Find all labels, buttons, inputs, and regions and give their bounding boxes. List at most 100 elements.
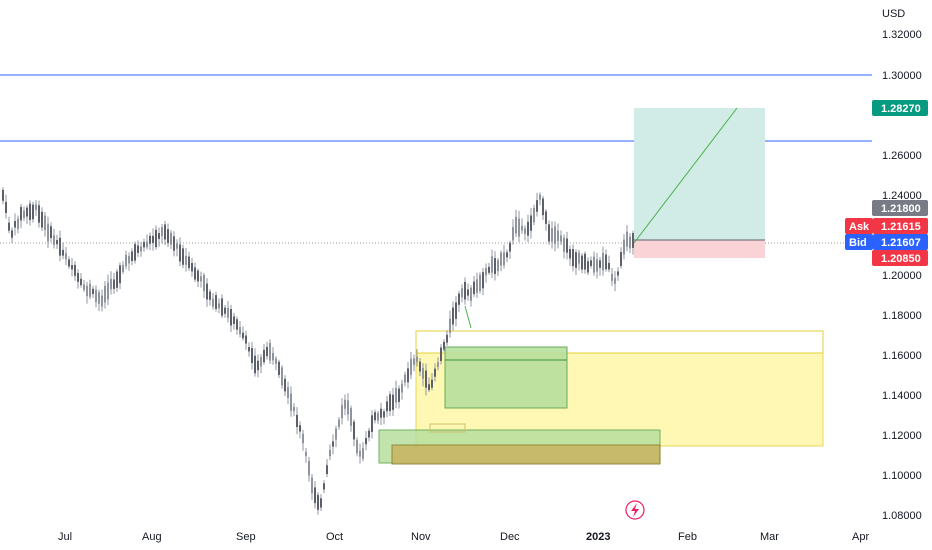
y-tick-1.32: 1.32000 <box>882 29 922 41</box>
candle-body <box>338 419 340 427</box>
candle-body <box>404 374 406 383</box>
candle-body <box>617 271 619 276</box>
candle-body <box>542 198 544 216</box>
candle-body <box>551 228 553 242</box>
small-box-outline <box>429 423 466 433</box>
candle-body <box>443 341 445 350</box>
candle-body <box>47 223 49 242</box>
price-axis[interactable]: USD 1.32000 1.30000 1.26000 1.24000 1.20… <box>845 8 928 522</box>
candle-body <box>158 233 160 239</box>
trade-path-line <box>633 107 738 244</box>
candle-body <box>518 218 520 237</box>
small-trend-line[interactable] <box>464 305 472 329</box>
long-position-tool[interactable] <box>633 107 765 258</box>
candle-body <box>71 265 73 270</box>
candle-body <box>86 285 88 297</box>
candle-body <box>413 358 415 365</box>
candle-body <box>35 204 37 210</box>
candle-body <box>125 254 127 267</box>
y-tick-1.08: 1.08000 <box>882 510 922 522</box>
y-tick-1.24: 1.24000 <box>882 190 922 202</box>
x-tick-oct: Oct <box>326 531 343 543</box>
candle-body <box>143 241 145 248</box>
candle-body <box>182 248 184 265</box>
candle-body <box>509 242 511 252</box>
candle-body <box>320 498 322 508</box>
candle-body <box>254 355 256 374</box>
candle-body <box>524 228 526 234</box>
candle-body <box>203 274 205 292</box>
candle-body <box>599 260 601 268</box>
candle-body <box>356 439 358 454</box>
candle-body <box>164 224 166 240</box>
candle-body <box>170 232 172 245</box>
candle-body <box>134 244 136 261</box>
candle-body <box>416 356 418 363</box>
candle-body <box>368 430 370 438</box>
candle-body <box>26 207 28 217</box>
target-price-value: 1.28270 <box>881 103 921 115</box>
candle-body <box>218 303 220 309</box>
candle-body <box>185 255 187 265</box>
candle-body <box>83 284 85 290</box>
candle-body <box>155 229 157 248</box>
candle-body <box>593 256 595 273</box>
candle-body <box>53 235 55 245</box>
high-price-tag: 1.21800 <box>872 200 928 216</box>
green-zone-upper[interactable] <box>444 346 568 409</box>
candles-layer <box>2 187 634 515</box>
y-tick-1.14: 1.14000 <box>882 390 922 402</box>
candle-body <box>629 236 631 249</box>
candle-body <box>308 460 310 476</box>
stop-price-value: 1.20850 <box>881 253 921 265</box>
candle-body <box>326 465 328 475</box>
candle-body <box>578 252 580 264</box>
bid-label: Bid <box>849 237 867 249</box>
time-axis[interactable]: Jul Aug Sep Oct Nov Dec 2023 Feb Mar Apr <box>58 531 869 543</box>
high-price-value: 1.21800 <box>881 203 921 215</box>
candle-body <box>173 236 175 251</box>
candle-body <box>602 252 604 271</box>
y-tick-1.18: 1.18000 <box>882 310 922 322</box>
candle-body <box>410 358 412 375</box>
candle-body <box>569 249 571 259</box>
candle-body <box>269 342 271 361</box>
x-tick-jul: Jul <box>58 531 72 543</box>
x-tick-nov: Nov <box>411 531 431 543</box>
candle-body <box>119 265 121 284</box>
olive-zone[interactable] <box>391 444 661 465</box>
x-tick-feb: Feb <box>678 531 697 543</box>
bid-price-value: 1.21607 <box>881 237 921 249</box>
candle-body <box>623 239 625 255</box>
candle-body <box>434 368 436 377</box>
y-tick-1.20: 1.20000 <box>882 270 922 282</box>
candle-body <box>533 207 535 223</box>
candle-body <box>479 274 481 292</box>
candle-body <box>77 272 79 282</box>
candle-body <box>110 279 112 290</box>
candle-body <box>275 358 277 364</box>
candle-body <box>233 316 235 324</box>
candle-body <box>89 283 91 297</box>
candle-body <box>485 268 487 276</box>
candle-body <box>527 221 529 236</box>
candle-body <box>68 259 70 267</box>
candle-body <box>212 298 214 307</box>
x-tick-2023: 2023 <box>586 531 610 543</box>
candle-body <box>230 309 232 326</box>
candle-body <box>335 428 337 440</box>
candle-body <box>194 267 196 280</box>
candle-body <box>383 411 385 418</box>
lightning-icon[interactable] <box>625 500 645 520</box>
candle-body <box>260 357 262 367</box>
candle-body <box>563 237 565 252</box>
ask-label: Ask <box>849 221 870 233</box>
candle-body <box>446 334 448 343</box>
candle-body <box>332 441 334 447</box>
candle-body <box>620 252 622 266</box>
candle-body <box>605 254 607 270</box>
candle-body <box>95 289 97 303</box>
candle-body <box>401 383 403 393</box>
candle-body <box>530 215 532 231</box>
